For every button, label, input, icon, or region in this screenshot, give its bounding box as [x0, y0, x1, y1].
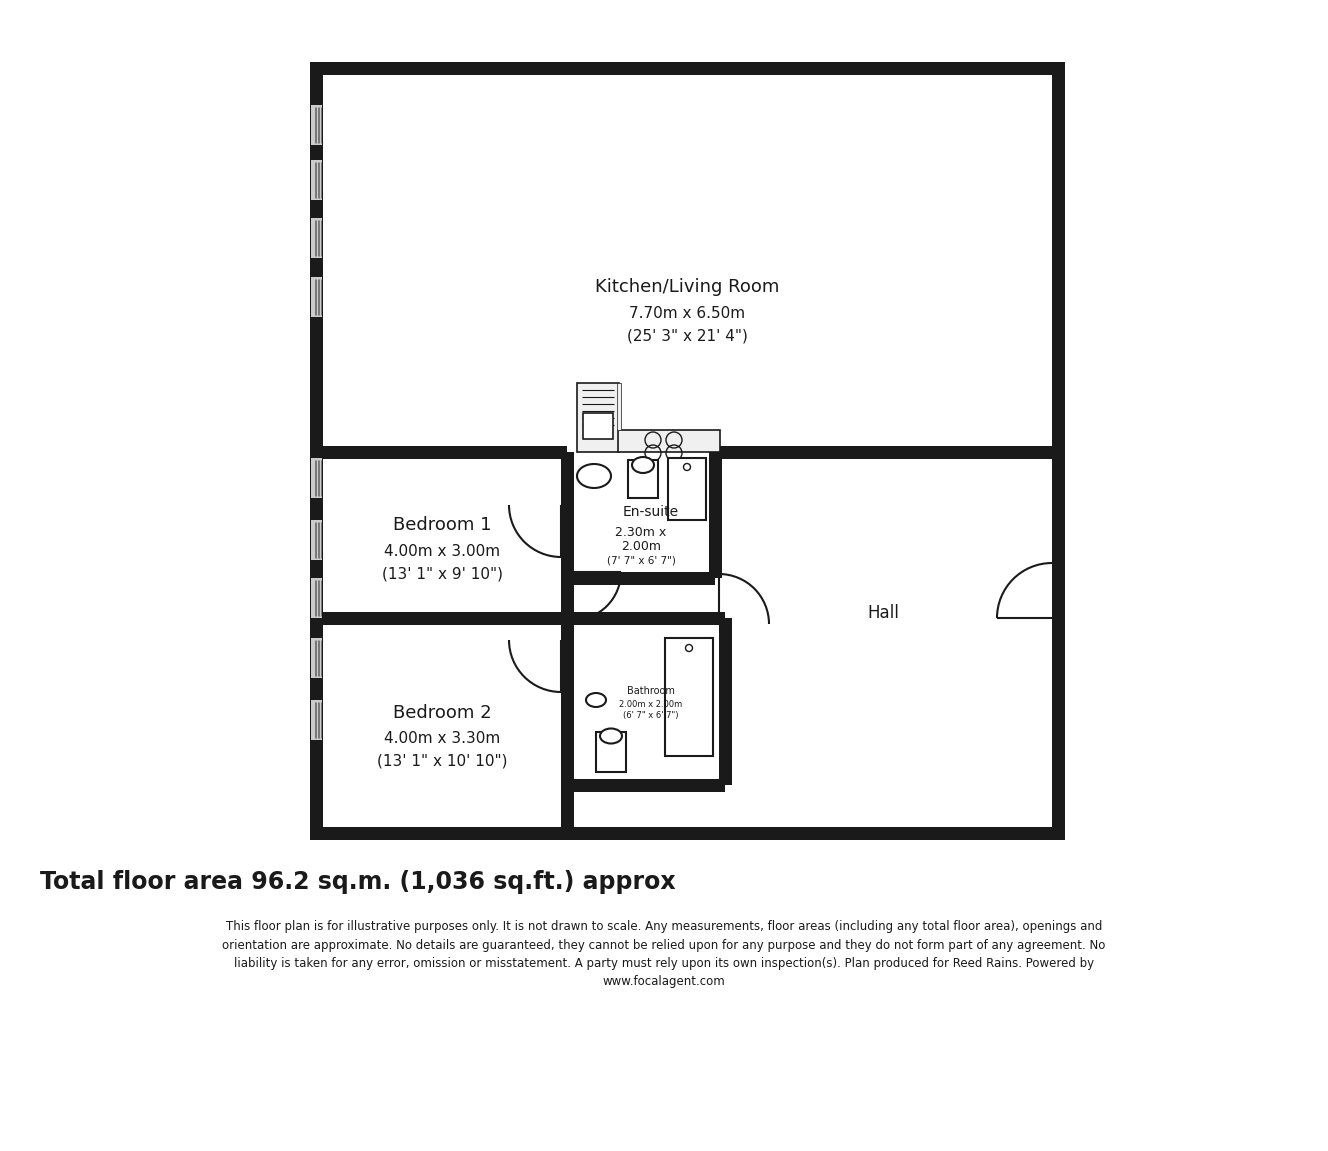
- Bar: [323, 445, 567, 459]
- Bar: [311, 218, 321, 258]
- Text: 2.00m: 2.00m: [622, 540, 661, 552]
- Text: 2.00m x 2.00m: 2.00m x 2.00m: [619, 700, 683, 709]
- Ellipse shape: [632, 457, 653, 473]
- Bar: [709, 452, 722, 578]
- Bar: [560, 452, 574, 840]
- Ellipse shape: [576, 464, 611, 488]
- Bar: [311, 520, 321, 561]
- Bar: [309, 62, 323, 840]
- Bar: [576, 383, 619, 452]
- Bar: [311, 105, 321, 145]
- Bar: [567, 572, 714, 585]
- Text: This floor plan is for illustrative purposes only. It is not drawn to scale. Any: This floor plan is for illustrative purp…: [222, 920, 1106, 989]
- Bar: [1052, 62, 1065, 840]
- Bar: [309, 62, 1065, 840]
- Ellipse shape: [600, 729, 622, 744]
- Text: Bedroom 2: Bedroom 2: [393, 703, 491, 722]
- Bar: [311, 160, 321, 200]
- Bar: [572, 584, 708, 611]
- Bar: [596, 732, 625, 772]
- Bar: [311, 578, 321, 618]
- Bar: [665, 638, 713, 756]
- Bar: [323, 612, 560, 625]
- Text: 4.00m x 3.30m: 4.00m x 3.30m: [384, 731, 501, 746]
- Bar: [572, 624, 718, 778]
- Bar: [311, 638, 321, 678]
- Bar: [618, 383, 622, 430]
- Bar: [309, 828, 1065, 840]
- Text: (7' 7" x 6' 7"): (7' 7" x 6' 7"): [607, 555, 676, 565]
- Bar: [618, 430, 720, 452]
- Bar: [583, 413, 614, 439]
- Text: (25' 3" x 21' 4"): (25' 3" x 21' 4"): [627, 328, 748, 343]
- Text: Total floor area 96.2 sq.m. (1,036 sq.ft.) approx: Total floor area 96.2 sq.m. (1,036 sq.ft…: [40, 870, 676, 894]
- Text: 4.00m x 3.00m: 4.00m x 3.00m: [384, 543, 501, 558]
- Bar: [311, 458, 321, 498]
- Bar: [714, 445, 1052, 459]
- Text: 7.70m x 6.50m: 7.70m x 6.50m: [629, 305, 745, 320]
- Text: Hall: Hall: [867, 604, 899, 622]
- Text: Bedroom 1: Bedroom 1: [393, 516, 491, 534]
- Text: Bathroom: Bathroom: [627, 686, 675, 696]
- Text: En-suite: En-suite: [623, 505, 679, 519]
- Bar: [718, 618, 732, 785]
- Bar: [721, 458, 1052, 833]
- Bar: [311, 277, 321, 317]
- Text: (13' 1" x 9' 10"): (13' 1" x 9' 10"): [381, 566, 502, 581]
- Text: 2.30m x: 2.30m x: [615, 526, 667, 539]
- Bar: [572, 458, 708, 571]
- Text: (6' 7" x 6' 7"): (6' 7" x 6' 7"): [623, 711, 679, 721]
- Bar: [668, 458, 706, 520]
- Bar: [309, 62, 1065, 75]
- Bar: [567, 612, 725, 625]
- Ellipse shape: [586, 693, 606, 707]
- Bar: [567, 779, 725, 792]
- Bar: [628, 460, 657, 498]
- Bar: [311, 700, 321, 740]
- Text: Kitchen/Living Room: Kitchen/Living Room: [595, 279, 780, 296]
- Text: (13' 1" x 10' 10"): (13' 1" x 10' 10"): [377, 754, 507, 769]
